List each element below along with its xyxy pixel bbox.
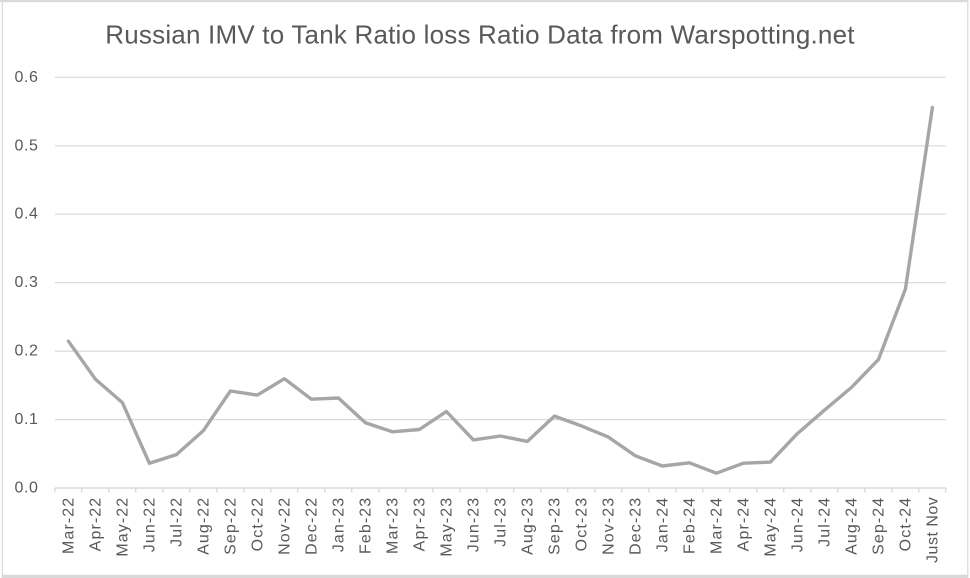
svg-text:Nov-22: Nov-22 xyxy=(277,497,294,555)
svg-text:0.0: 0.0 xyxy=(14,480,38,497)
svg-text:Jan-24: Jan-24 xyxy=(655,497,672,553)
svg-text:Feb-24: Feb-24 xyxy=(682,497,699,554)
svg-text:0.6: 0.6 xyxy=(14,69,38,86)
svg-text:Jul-24: Jul-24 xyxy=(817,497,834,547)
svg-text:Oct-24: Oct-24 xyxy=(898,497,915,552)
svg-text:Aug-22: Aug-22 xyxy=(196,497,213,555)
svg-text:Dec-22: Dec-22 xyxy=(304,497,321,555)
svg-text:Mar-24: Mar-24 xyxy=(709,497,726,554)
svg-text:Apr-24: Apr-24 xyxy=(736,497,753,552)
svg-text:Nov-23: Nov-23 xyxy=(601,497,618,555)
svg-text:Jun-22: Jun-22 xyxy=(142,497,159,553)
svg-text:Sep-22: Sep-22 xyxy=(223,497,240,555)
svg-text:0.1: 0.1 xyxy=(14,411,38,428)
svg-text:Sep-23: Sep-23 xyxy=(547,497,564,555)
svg-text:Oct-22: Oct-22 xyxy=(250,497,267,552)
svg-text:Mar-22: Mar-22 xyxy=(61,497,78,554)
svg-text:Aug-23: Aug-23 xyxy=(520,497,537,555)
svg-text:Just Nov: Just Nov xyxy=(925,497,942,563)
svg-text:May-23: May-23 xyxy=(439,497,456,557)
svg-text:Mar-23: Mar-23 xyxy=(385,497,402,554)
svg-text:May-24: May-24 xyxy=(763,497,780,557)
svg-text:0.4: 0.4 xyxy=(14,206,38,223)
svg-text:0.3: 0.3 xyxy=(14,274,38,291)
svg-text:Aug-24: Aug-24 xyxy=(844,497,861,555)
svg-text:Jan-23: Jan-23 xyxy=(331,497,348,553)
svg-text:0.2: 0.2 xyxy=(14,343,38,360)
svg-text:0.5: 0.5 xyxy=(14,137,38,154)
svg-text:Jun-24: Jun-24 xyxy=(790,497,807,553)
svg-text:Russian IMV to Tank Ratio loss: Russian IMV to Tank Ratio loss Ratio Dat… xyxy=(105,20,855,50)
svg-text:Jul-23: Jul-23 xyxy=(493,497,510,547)
svg-text:Apr-23: Apr-23 xyxy=(412,497,429,552)
svg-text:Jul-22: Jul-22 xyxy=(169,497,186,547)
svg-text:Apr-22: Apr-22 xyxy=(88,497,105,552)
svg-text:Feb-23: Feb-23 xyxy=(358,497,375,554)
svg-text:Sep-24: Sep-24 xyxy=(871,497,888,555)
svg-text:May-22: May-22 xyxy=(115,497,132,557)
svg-text:Jun-23: Jun-23 xyxy=(466,497,483,553)
svg-text:Dec-23: Dec-23 xyxy=(628,497,645,555)
svg-text:Oct-23: Oct-23 xyxy=(574,497,591,552)
